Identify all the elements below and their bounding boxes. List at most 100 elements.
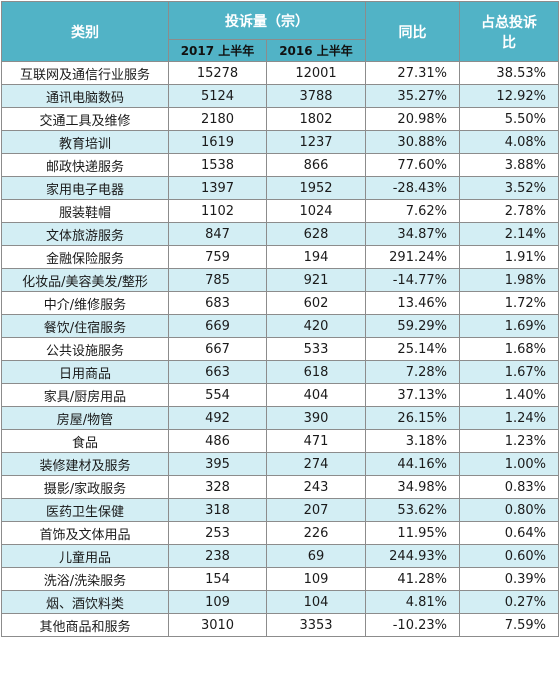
value-2016-cell: 69: [266, 544, 366, 568]
header-share-line1: 占总投诉: [481, 14, 537, 31]
share-cell: 1.91%: [459, 245, 559, 269]
table-row: 家具/厨房用品 554 404 37.13% 1.40%: [1, 383, 559, 407]
yoy-cell: 34.87%: [365, 222, 460, 246]
yoy-cell: 37.13%: [365, 383, 460, 407]
yoy-cell: 27.31%: [365, 61, 460, 85]
value-2016-cell: 404: [266, 383, 366, 407]
category-cell: 文体旅游服务: [1, 222, 169, 246]
yoy-cell: 59.29%: [365, 314, 460, 338]
table-row: 互联网及通信行业服务 15278 12001 27.31% 38.53%: [1, 61, 559, 85]
value-2016-cell: 1024: [266, 199, 366, 223]
share-cell: 1.00%: [459, 452, 559, 476]
table-row: 交通工具及维修 2180 1802 20.98% 5.50%: [1, 107, 559, 131]
value-2016-cell: 12001: [266, 61, 366, 85]
value-2016-cell: 1802: [266, 107, 366, 131]
value-2016-cell: 3353: [266, 613, 366, 637]
complaints-table: 类别 投诉量（宗） 同比 占总投诉 比 2017 上半年 2016 上半年 互联…: [1, 1, 559, 637]
value-2017-cell: 318: [168, 498, 267, 522]
value-2016-cell: 533: [266, 337, 366, 361]
table-row: 文体旅游服务 847 628 34.87% 2.14%: [1, 222, 559, 246]
category-cell: 互联网及通信行业服务: [1, 61, 169, 85]
table-row: 化妆品/美容美发/整形 785 921 -14.77% 1.98%: [1, 268, 559, 292]
share-cell: 1.68%: [459, 337, 559, 361]
share-cell: 1.72%: [459, 291, 559, 315]
yoy-cell: 13.46%: [365, 291, 460, 315]
table-row: 首饰及文体用品 253 226 11.95% 0.64%: [1, 521, 559, 545]
category-cell: 医药卫生保健: [1, 498, 169, 522]
share-cell: 0.39%: [459, 567, 559, 591]
category-cell: 中介/维修服务: [1, 291, 169, 315]
value-2017-cell: 1538: [168, 153, 267, 177]
category-cell: 化妆品/美容美发/整形: [1, 268, 169, 292]
value-2017-cell: 663: [168, 360, 267, 384]
share-cell: 3.52%: [459, 176, 559, 200]
table-row: 家用电子电器 1397 1952 -28.43% 3.52%: [1, 176, 559, 200]
share-cell: 0.60%: [459, 544, 559, 568]
category-cell: 家具/厨房用品: [1, 383, 169, 407]
share-cell: 1.69%: [459, 314, 559, 338]
value-2016-cell: 628: [266, 222, 366, 246]
header-2016: 2016 上半年: [266, 39, 366, 62]
value-2016-cell: 471: [266, 429, 366, 453]
value-2016-cell: 3788: [266, 84, 366, 108]
table-row: 其他商品和服务 3010 3353 -10.23% 7.59%: [1, 613, 559, 637]
value-2017-cell: 3010: [168, 613, 267, 637]
table-row: 日用商品 663 618 7.28% 1.67%: [1, 360, 559, 384]
table-row: 通讯电脑数码 5124 3788 35.27% 12.92%: [1, 84, 559, 108]
category-cell: 烟、酒饮料类: [1, 590, 169, 614]
value-2017-cell: 785: [168, 268, 267, 292]
share-cell: 2.14%: [459, 222, 559, 246]
value-2017-cell: 667: [168, 337, 267, 361]
value-2016-cell: 243: [266, 475, 366, 499]
value-2017-cell: 109: [168, 590, 267, 614]
value-2016-cell: 109: [266, 567, 366, 591]
table-row: 房屋/物管 492 390 26.15% 1.24%: [1, 406, 559, 430]
category-cell: 服装鞋帽: [1, 199, 169, 223]
category-cell: 日用商品: [1, 360, 169, 384]
share-cell: 1.24%: [459, 406, 559, 430]
yoy-cell: 11.95%: [365, 521, 460, 545]
value-2016-cell: 1237: [266, 130, 366, 154]
value-2017-cell: 759: [168, 245, 267, 269]
category-cell: 家用电子电器: [1, 176, 169, 200]
header-2017: 2017 上半年: [168, 39, 267, 62]
category-cell: 通讯电脑数码: [1, 84, 169, 108]
table-row: 服装鞋帽 1102 1024 7.62% 2.78%: [1, 199, 559, 223]
value-2016-cell: 194: [266, 245, 366, 269]
value-2016-cell: 1952: [266, 176, 366, 200]
yoy-cell: 25.14%: [365, 337, 460, 361]
table-row: 教育培训 1619 1237 30.88% 4.08%: [1, 130, 559, 154]
header-share-line2: 比: [502, 34, 516, 51]
value-2017-cell: 1102: [168, 199, 267, 223]
value-2017-cell: 2180: [168, 107, 267, 131]
share-cell: 4.08%: [459, 130, 559, 154]
table-row: 洗浴/洗染服务 154 109 41.28% 0.39%: [1, 567, 559, 591]
header-yoy: 同比: [365, 1, 460, 62]
value-2017-cell: 669: [168, 314, 267, 338]
value-2016-cell: 602: [266, 291, 366, 315]
category-cell: 房屋/物管: [1, 406, 169, 430]
header-share: 占总投诉 比: [459, 1, 559, 62]
share-cell: 0.80%: [459, 498, 559, 522]
category-cell: 其他商品和服务: [1, 613, 169, 637]
table-row: 医药卫生保健 318 207 53.62% 0.80%: [1, 498, 559, 522]
table-row: 餐饮/住宿服务 669 420 59.29% 1.69%: [1, 314, 559, 338]
category-cell: 餐饮/住宿服务: [1, 314, 169, 338]
value-2016-cell: 274: [266, 452, 366, 476]
table-row: 食品 486 471 3.18% 1.23%: [1, 429, 559, 453]
share-cell: 1.40%: [459, 383, 559, 407]
table-row: 摄影/家政服务 328 243 34.98% 0.83%: [1, 475, 559, 499]
table-row: 公共设施服务 667 533 25.14% 1.68%: [1, 337, 559, 361]
yoy-cell: 41.28%: [365, 567, 460, 591]
yoy-cell: 3.18%: [365, 429, 460, 453]
yoy-cell: 53.62%: [365, 498, 460, 522]
value-2016-cell: 226: [266, 521, 366, 545]
value-2017-cell: 15278: [168, 61, 267, 85]
share-cell: 12.92%: [459, 84, 559, 108]
value-2017-cell: 5124: [168, 84, 267, 108]
value-2016-cell: 104: [266, 590, 366, 614]
header-category: 类别: [1, 1, 169, 62]
yoy-cell: -10.23%: [365, 613, 460, 637]
value-2017-cell: 328: [168, 475, 267, 499]
share-cell: 1.98%: [459, 268, 559, 292]
